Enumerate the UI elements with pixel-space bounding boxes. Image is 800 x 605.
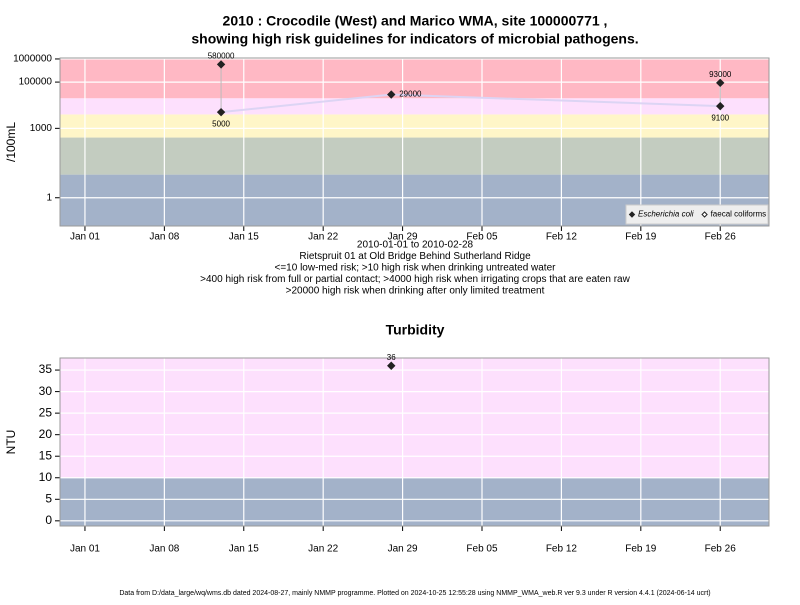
x-tick-label: Feb 12 <box>546 544 578 555</box>
x-tick-label: Jan 29 <box>388 544 418 555</box>
x-tick-label: Feb 05 <box>466 232 498 243</box>
risk-band <box>60 477 769 526</box>
point <box>216 60 226 69</box>
y-tick-label: 1000000 <box>13 54 52 65</box>
x-tick-label: Feb 05 <box>466 544 498 555</box>
y-tick-label: 0 <box>45 513 52 527</box>
data-label: 36 <box>387 353 396 362</box>
y-tick-label: 25 <box>39 405 53 419</box>
plot-frame <box>59 357 770 527</box>
x-tick-label: Feb 12 <box>546 232 578 243</box>
x-tick-label: Feb 19 <box>625 544 657 555</box>
legend-label: Escherichia coli <box>638 210 694 219</box>
plot-frame <box>59 57 770 227</box>
y-tick-label: 35 <box>39 362 53 376</box>
risk-band <box>60 137 769 175</box>
x-tick-label: Jan 15 <box>229 232 259 243</box>
note: >400 high risk from full or partial cont… <box>200 274 630 285</box>
risk-band <box>60 114 769 138</box>
risk-band <box>60 358 769 478</box>
note: Rietspruit 01 at Old Bridge Behind Suthe… <box>299 251 531 262</box>
y-axis-label: NTU <box>4 430 18 455</box>
x-tick-label: Jan 15 <box>229 544 259 555</box>
x-tick-label: Jan 08 <box>149 232 179 243</box>
y-tick-label: 15 <box>39 448 53 462</box>
chart-title: 2010 : Crocodile (West) and Marico WMA, … <box>223 13 608 29</box>
risk-band <box>60 98 769 115</box>
x-tick-label: Jan 22 <box>308 544 338 555</box>
note: 2010-01-01 to 2010-02-28 <box>357 240 474 251</box>
data-label: 5000 <box>212 119 230 128</box>
point <box>387 361 396 370</box>
point <box>387 90 396 99</box>
data-label: 93000 <box>709 70 732 79</box>
legend-marker <box>701 211 708 218</box>
risk-band <box>60 58 769 99</box>
y-tick-label: 30 <box>39 384 53 398</box>
note: <=10 low-med risk; >10 high risk when dr… <box>275 263 557 274</box>
x-tick-label: Jan 22 <box>308 232 338 243</box>
y-tick-label: 5 <box>45 491 52 505</box>
legend-label: faecal coliforms <box>711 210 767 219</box>
x-tick-label: Feb 26 <box>705 232 737 243</box>
point <box>716 78 725 88</box>
y-tick-label: 1000 <box>30 123 53 134</box>
y-axis-label: /100mL <box>4 122 18 162</box>
x-tick-label: Jan 08 <box>149 544 179 555</box>
x-tick-label: Feb 26 <box>705 544 737 555</box>
x-tick-label: Feb 19 <box>625 232 657 243</box>
x-tick-label: Jan 01 <box>70 544 100 555</box>
x-tick-label: Jan 29 <box>388 232 418 243</box>
y-tick-label: 10 <box>39 470 53 484</box>
chart-title: Turbidity <box>386 322 445 338</box>
footer: Data from D:/data_large/wq/wms.db dated … <box>119 590 710 597</box>
chart-subtitle: showing high risk guidelines for indicat… <box>191 31 638 47</box>
data-label: 29000 <box>399 90 422 99</box>
legend-box <box>625 204 769 225</box>
y-tick-label: 100000 <box>19 77 53 88</box>
y-tick-label: 20 <box>39 427 53 441</box>
note: >20000 high risk when drinking after onl… <box>286 286 545 297</box>
legend-marker <box>628 211 636 218</box>
x-tick-label: Jan 01 <box>70 232 100 243</box>
point <box>716 101 725 111</box>
point <box>216 107 226 117</box>
data-label: 9100 <box>711 113 729 122</box>
y-tick-label: 1 <box>46 192 52 203</box>
data-label: 580000 <box>208 52 235 61</box>
